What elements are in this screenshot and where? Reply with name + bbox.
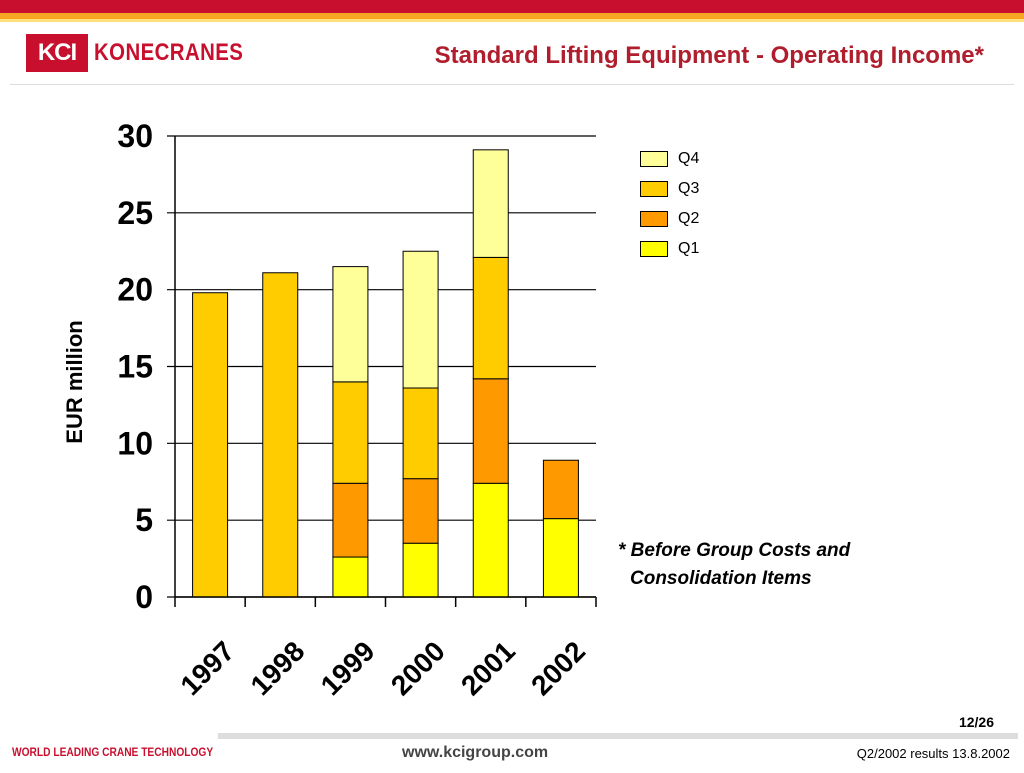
legend-swatch-q1 — [640, 241, 668, 257]
y-tick-label-15: 15 — [117, 349, 153, 385]
x-tick-label-2000: 2000 — [385, 635, 451, 701]
bar-2001-q4 — [472, 149, 509, 258]
bar-stacks — [192, 149, 579, 598]
bar-1997-q3 — [192, 292, 229, 598]
legend-swatch-q3 — [640, 181, 668, 197]
bar-2001-q3 — [472, 256, 509, 380]
bar-1999-q3 — [332, 381, 369, 484]
legend-swatch-q4 — [640, 151, 668, 167]
konecranes-logo: KCI KONECRANES — [26, 34, 270, 72]
footer-tagline: WORLD LEADING CRANE TECHNOLOGY — [12, 745, 214, 759]
legend-label-q2: Q2 — [678, 210, 700, 227]
y-tick-label-30: 30 — [117, 118, 153, 154]
chart-legend: Q4 Q3 Q2 Q1 — [640, 144, 699, 264]
x-tick-label-1998: 1998 — [245, 635, 311, 701]
bar-2002-q2 — [542, 459, 579, 520]
bar-2000-q1 — [402, 542, 439, 598]
x-tick-label-2001: 2001 — [455, 635, 521, 701]
top-banner-orange — [0, 13, 1024, 19]
bar-2000-q2 — [402, 478, 439, 544]
bar-1998-q3 — [262, 272, 299, 598]
grid-lines — [167, 135, 596, 598]
footer-website-link[interactable]: www.kcigroup.com — [402, 744, 549, 761]
bar-1999-q4 — [332, 266, 369, 383]
y-axis-title: EUR million — [62, 320, 87, 443]
footnote: * Before Group Costs and Consolidation I… — [618, 537, 938, 593]
legend-label-q1: Q1 — [678, 240, 700, 257]
page-number: 12/26 — [958, 714, 994, 730]
axes — [174, 136, 597, 607]
footnote-line-2: Consolidation Items — [630, 568, 812, 589]
x-tick-label-2002: 2002 — [525, 635, 591, 701]
legend-item-q3: Q3 — [640, 174, 699, 204]
legend-item-q1: Q1 — [640, 234, 699, 264]
x-tick-label-1997: 1997 — [174, 635, 240, 701]
footnote-line-1: * Before Group Costs and — [618, 540, 851, 561]
logo-text: KONECRANES — [94, 39, 244, 66]
legend-swatch-q2 — [640, 211, 668, 227]
legend-item-q4: Q4 — [640, 144, 699, 174]
bar-1999-q1 — [332, 556, 369, 598]
y-tick-label-0: 0 — [135, 579, 153, 615]
y-tick-label-5: 5 — [135, 502, 153, 538]
y-tick-label-25: 25 — [117, 195, 153, 231]
x-tick-label-1999: 1999 — [315, 635, 381, 701]
bar-2001-q2 — [472, 378, 509, 484]
bar-2002-q1 — [542, 518, 579, 598]
page-title: Standard Lifting Equipment - Operating I… — [434, 42, 984, 69]
header-divider — [10, 84, 1014, 85]
bar-1999-q2 — [332, 482, 369, 558]
footer-report-info: Q2/2002 results 13.8.2002 — [856, 746, 1010, 761]
legend-label-q4: Q4 — [678, 150, 700, 167]
bar-2001-q1 — [472, 482, 509, 598]
bar-2000-q4 — [402, 250, 439, 389]
bar-2000-q3 — [402, 387, 439, 480]
top-banner-red — [0, 0, 1024, 13]
logo-mark: KCI — [26, 34, 88, 72]
legend-item-q2: Q2 — [640, 204, 699, 234]
y-tick-label-10: 10 — [117, 425, 153, 461]
top-banner-yellow — [0, 19, 1024, 22]
legend-label-q3: Q3 — [678, 180, 700, 197]
y-tick-label-20: 20 — [117, 272, 153, 308]
footer-divider — [218, 733, 1018, 739]
